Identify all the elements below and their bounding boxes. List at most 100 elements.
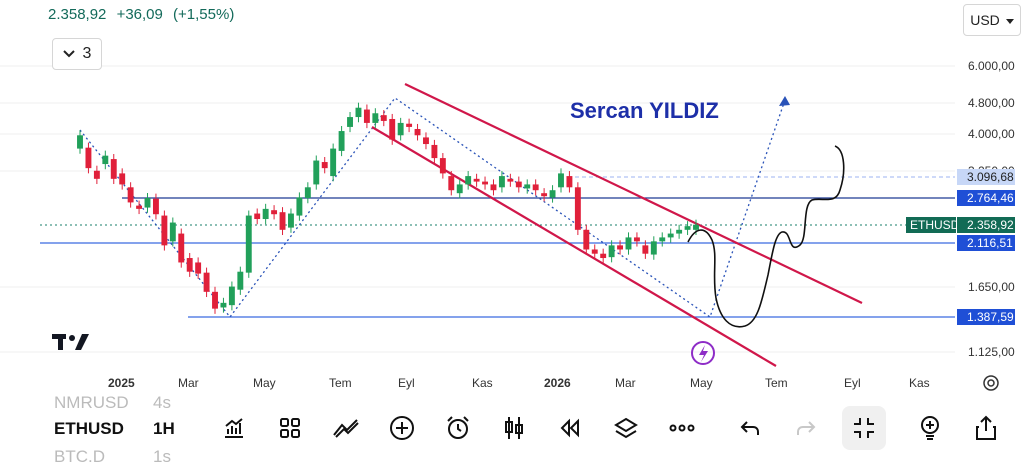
chevron-down-icon [1005,12,1014,28]
candle-up [650,241,657,255]
timeframe-next[interactable]: 1s [153,447,171,466]
alerts-button[interactable] [438,408,478,448]
candle-down [119,173,126,185]
hand-drawn-path [687,145,845,328]
candle-down [254,213,261,220]
candle-up [347,117,353,127]
candle-down [127,187,134,203]
y-tick: 4.800,00 [968,96,1015,110]
x-tick: Kas [472,376,493,390]
candle-down [448,176,455,191]
currency-label: USD [970,12,1000,28]
ideas-button[interactable] [910,408,950,448]
interval-label: 3 [82,45,92,62]
price-chart[interactable]: 6.000,00 4.800,00 4.000,00 3.250,00 1.65… [0,0,1024,400]
candle-up [625,237,632,250]
x-tick: Eyl [398,376,415,390]
x-tick: 2025 [108,376,135,390]
candle-up [228,286,235,306]
replay-button[interactable] [550,408,590,448]
chart-up-icon [225,418,243,438]
layouts-button[interactable] [270,408,310,448]
candle-down [380,115,387,121]
price-change-pct: (+1,55%) [173,6,235,23]
more-button[interactable] [662,408,702,448]
candle-up [549,190,556,198]
currency-dropdown[interactable]: USD [963,4,1021,36]
candle-down [600,253,607,259]
price-label-1387: 1.387,59 [957,309,1015,325]
candle-up [330,148,337,177]
undo-button[interactable] [730,408,770,448]
svg-text:2.764,46: 2.764,46 [967,191,1014,205]
candle-up [144,198,151,208]
candle-down [566,176,573,188]
x-tick: 2026 [544,376,571,390]
gear-icon [983,375,999,391]
drawing-tools-button[interactable] [326,408,366,448]
drawing-icon [333,419,359,438]
x-tick: Kas [909,376,930,390]
timeframe-current[interactable]: 1H [153,419,175,438]
layers-button[interactable] [606,408,646,448]
price-label-current: 2.358,92 [957,217,1015,233]
timeframe-prev[interactable]: 4s [153,393,171,412]
candle-down [212,291,218,309]
candle-down [279,212,286,230]
grid-icon [280,418,300,438]
candle-up [220,302,227,308]
candle-up [524,184,531,189]
indicators-button[interactable] [214,408,254,448]
y-tick: 6.000,00 [968,59,1015,73]
candle-down [507,178,514,182]
candle-up [498,176,505,188]
redo-button[interactable] [786,408,826,448]
price-label-2764: 2.764,46 [957,190,1015,206]
candles [77,102,699,314]
rewind-icon [560,418,579,438]
candle-up [77,135,83,149]
x-tick: Mar [615,376,636,390]
x-tick: Eyl [844,376,861,390]
symbol-current[interactable]: ETHUSD [54,419,124,438]
candle-up [245,215,252,273]
candle-up [262,208,269,220]
candle-up [693,224,699,230]
projection-arrow [779,96,790,106]
y-tick: 1.650,00 [968,280,1015,294]
fullscreen-exit-button[interactable] [842,406,886,450]
interval-dropdown[interactable]: 3 [52,38,102,70]
lightbulb-icon [921,416,939,440]
candle-down [93,170,100,179]
price-change: +36,09 [116,6,163,23]
candle-down [591,249,598,254]
candle-down [178,233,185,263]
symbol-next[interactable]: BTC.D [54,447,105,466]
author-watermark: Sercan YILDIZ [570,98,719,123]
y-tick: 1.125,00 [968,345,1015,359]
projection-path [79,97,786,319]
candle-up [684,226,691,230]
candle-up [465,176,472,185]
svg-text:ETHUSD: ETHUSD [910,218,960,232]
candle-up [169,222,176,242]
candle-down [642,245,649,254]
candle-down [515,181,522,188]
chevron-down-icon [62,45,75,63]
candle-up [558,173,564,188]
candle-down [203,272,210,292]
candle-down [473,178,480,182]
symbol-prev[interactable]: NMRUSD [54,393,129,412]
candle-up [608,245,615,258]
undo-icon [740,421,759,435]
candle-up [237,271,244,290]
chart-type-button[interactable] [494,408,534,448]
share-button[interactable] [966,408,1006,448]
candle-up [667,233,674,238]
add-button[interactable] [382,408,422,448]
candle-down [439,158,446,174]
last-price: 2.358,92 [48,6,107,23]
candle-down [195,262,202,274]
candle-down [490,184,497,191]
channel-lower [371,126,777,367]
